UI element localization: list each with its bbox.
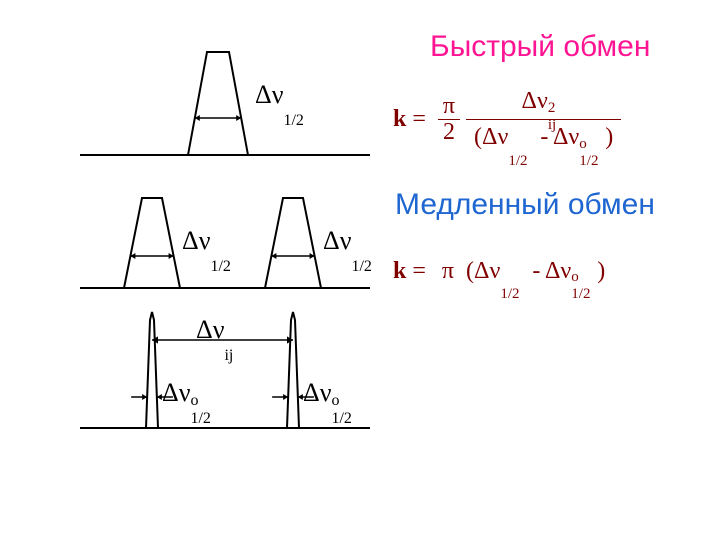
formula-fast-exchange: k = π2Δν2ij(Δν1/2 - Δνo1/2) (393, 86, 621, 153)
figure: { "canvas": { "w": 720, "h": 540 }, "col… (0, 0, 720, 540)
formula-slow-exchange: k = π(Δν1/2 - Δνo1/2) (393, 258, 605, 285)
title-fast-exchange: Быстрый обмен (430, 30, 650, 64)
title-slow-exchange: Медленный обмен (395, 188, 655, 222)
